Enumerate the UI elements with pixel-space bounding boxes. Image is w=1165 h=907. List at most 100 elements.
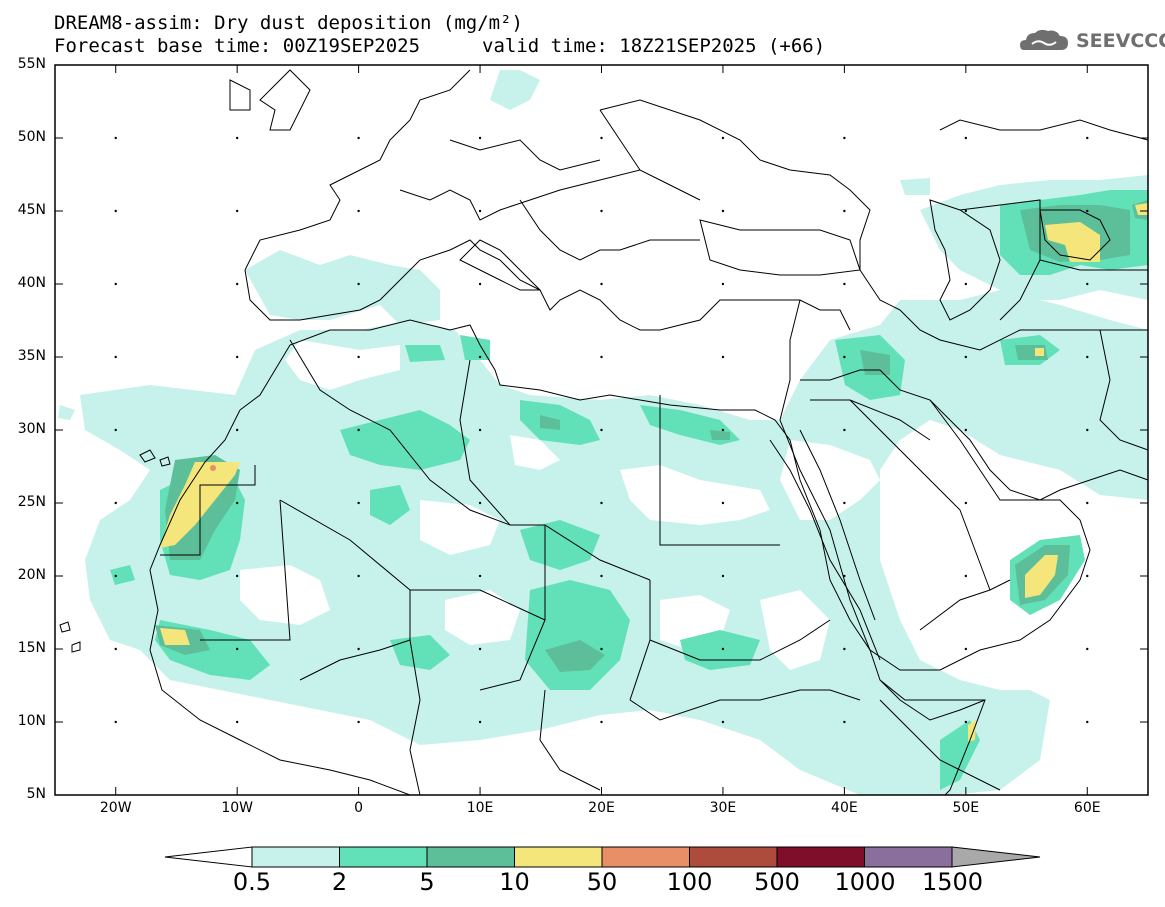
deposition-level-50	[210, 465, 216, 471]
grid-dot	[600, 574, 603, 578]
colorbar-segment	[514, 846, 603, 868]
colorbar-label: 2	[331, 868, 348, 896]
grid-dot	[721, 209, 725, 213]
colorbar-segment	[864, 846, 953, 868]
grid-dot	[843, 136, 846, 140]
grid-dot	[357, 428, 360, 432]
grid-dot	[600, 136, 603, 140]
grid-dot	[235, 647, 239, 651]
no-deposition-areas	[240, 340, 1000, 670]
forecast-base-time: Forecast base time: 00Z19SEP2025	[54, 35, 421, 57]
grid-dot	[114, 574, 117, 578]
lat-label: 45N	[17, 202, 46, 218]
colorbar-under-arrow	[164, 846, 253, 868]
grid-dot	[843, 647, 846, 651]
grid-dot	[235, 136, 239, 140]
lat-label: 15N	[17, 640, 46, 656]
grid-dot	[964, 209, 968, 213]
axis-ticks	[55, 64, 1148, 796]
grid-dot	[478, 647, 482, 651]
colorbar-label: 100	[666, 868, 713, 896]
lon-label: 20E	[588, 800, 615, 816]
grid-dot	[478, 574, 482, 578]
grid-dot	[1086, 574, 1089, 578]
grid-dot	[357, 501, 360, 505]
grid-dot	[114, 647, 117, 651]
grid-dot	[1086, 501, 1089, 505]
grid-dot	[843, 501, 846, 505]
lat-label: 55N	[17, 56, 46, 72]
grid-dot	[114, 136, 117, 140]
colorbar-label: 1500	[922, 868, 984, 896]
grid-dot	[600, 428, 603, 432]
grid-dot	[721, 136, 725, 140]
grid-dot	[1086, 355, 1089, 359]
grid-dot	[235, 574, 239, 578]
grid-dot	[114, 209, 117, 213]
grid-dot	[1086, 428, 1089, 432]
grid-dot	[964, 282, 968, 286]
lat-label: 50N	[17, 129, 46, 145]
grid-dot	[721, 647, 725, 651]
colorbar	[164, 846, 1041, 868]
lon-label: 40E	[831, 800, 858, 816]
colorbar-segment	[251, 846, 340, 868]
lat-label: 5N	[26, 786, 46, 802]
logo-text: SEEVCCC	[1076, 30, 1165, 52]
figure-title: DREAM8-assim: Dry dust deposition (mg/m²…	[54, 12, 523, 34]
grid-dot	[721, 720, 725, 724]
grid-dot	[478, 209, 482, 213]
grid-dot	[964, 428, 968, 432]
grid-dot	[114, 282, 117, 286]
grid-dot	[600, 282, 603, 286]
lon-label: 0	[354, 800, 364, 816]
grid-dot	[235, 355, 239, 359]
lon-label: 50E	[952, 800, 980, 816]
colorbar-segment	[776, 846, 865, 868]
grid-dot	[114, 428, 117, 432]
cloud-logo-icon	[1020, 29, 1068, 50]
lat-label: 40N	[17, 275, 46, 291]
grid-dot	[843, 209, 846, 213]
lat-label: 10N	[17, 713, 46, 729]
lon-label: 10E	[466, 800, 494, 816]
lon-label: 30E	[709, 800, 737, 816]
grid-dot	[1086, 282, 1089, 286]
grid-dot	[721, 355, 725, 359]
dust-field	[58, 70, 1148, 795]
grid-dot	[721, 282, 725, 286]
grid-dot	[478, 136, 482, 140]
coastlines-borders	[59, 69, 1148, 795]
colorbar-over-arrow	[951, 846, 1041, 868]
lat-label: 25N	[17, 494, 46, 510]
grid-dot	[357, 209, 360, 213]
grid-dot	[114, 501, 117, 505]
grid-dot	[357, 355, 360, 359]
lat-label: 35N	[17, 348, 46, 364]
grid-dot	[964, 647, 968, 651]
colorbar-label: 50	[586, 868, 618, 896]
grid-dot	[235, 282, 239, 286]
grid-dot	[843, 428, 846, 432]
grid-dot	[600, 720, 603, 724]
lat-label: 30N	[17, 421, 46, 437]
lon-label: 60E	[1073, 800, 1101, 816]
grid-dot	[357, 136, 360, 140]
grid-dot	[600, 501, 603, 505]
lon-label: 10W	[221, 800, 253, 816]
colorbar-segment	[601, 846, 690, 868]
grid-dot	[1086, 209, 1089, 213]
grid-dot	[600, 209, 603, 213]
valid-time: valid time: 18Z21SEP2025 (+66)	[482, 35, 826, 57]
grid-dot	[357, 574, 360, 578]
grid-dot	[114, 355, 117, 359]
grid-dot	[964, 574, 968, 578]
grid-dot	[478, 501, 482, 505]
grid-dot	[478, 428, 482, 432]
colorbar-segment	[689, 846, 778, 868]
grid-dot	[235, 428, 239, 432]
grid-dot	[843, 355, 846, 359]
grid-dot	[357, 282, 360, 286]
